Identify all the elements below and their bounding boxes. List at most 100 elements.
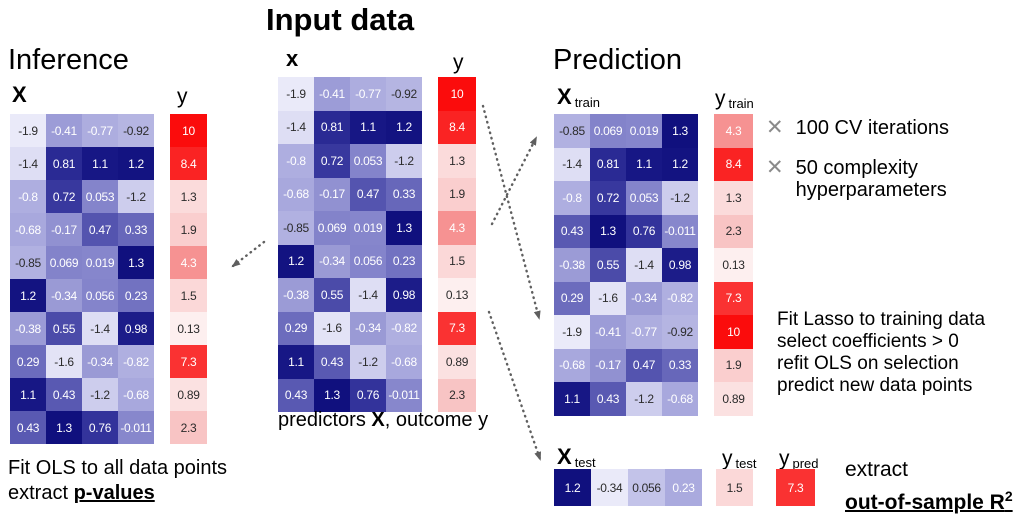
matrix-cell: 0.056 — [82, 279, 118, 312]
matrix-cell: 1.3 — [170, 180, 207, 213]
matrix-cell: 0.056 — [628, 469, 665, 506]
matrix-cell: 0.13 — [438, 278, 476, 312]
matrix-cell: -0.011 — [118, 411, 154, 444]
matrix-cell: 0.47 — [82, 213, 118, 246]
input-caption-bold-x: X — [371, 409, 385, 431]
matrix-cell: -0.68 — [118, 378, 154, 411]
input-caption-suffix: , outcome y — [384, 409, 489, 431]
matrix-cell: -1.9 — [554, 315, 590, 349]
matrix-cell: -0.17 — [590, 348, 626, 382]
matrix-cell: -0.92 — [118, 114, 154, 147]
matrix-cell: -0.41 — [590, 315, 626, 349]
matrix-cell: -0.68 — [278, 177, 314, 211]
matrix-cell: 0.43 — [46, 378, 82, 411]
matrix-cell: -1.2 — [118, 180, 154, 213]
input-x-label: x — [286, 46, 299, 71]
matrix-cell: -1.4 — [278, 110, 314, 144]
matrix-cell: 10 — [438, 77, 476, 111]
matrix-cell: 0.81 — [314, 110, 350, 144]
matrix-cell: -1.2 — [350, 345, 386, 379]
matrix-cell: 0.23 — [665, 469, 702, 506]
matrix-cell: 10 — [170, 114, 207, 147]
matrix-cell: 0.29 — [278, 311, 314, 345]
matrix-cell: 7.3 — [714, 281, 753, 315]
prediction-heading: Prediction — [553, 44, 682, 76]
matrix-cell: 1.3 — [662, 114, 698, 148]
matrix-cell: 0.89 — [438, 345, 476, 379]
matrix-cell: 0.29 — [554, 281, 590, 315]
matrix-cell: -1.2 — [82, 378, 118, 411]
matrix-cell: 1.1 — [10, 378, 46, 411]
x-train-base: X — [557, 84, 572, 109]
y-pred-subscript: pred — [792, 456, 819, 471]
inference-x-matrix: -1.9 -0.41 -0.77 -0.92 -1.4 0.81 1.1 1.2 -0.8 0.7… — [10, 114, 154, 444]
inference-x-label: X — [12, 82, 27, 107]
matrix-cell: -0.77 — [82, 114, 118, 147]
matrix-cell: -0.34 — [82, 345, 118, 378]
matrix-cell: 1.2 — [554, 469, 591, 506]
x-train-matrix: -0.85 0.069 0.019 1.3 -1.4 0.81 1.1 1.2 -0.8 0.72… — [554, 114, 698, 416]
extract-r2-text: extract out-of-sample R2 — [845, 457, 1013, 516]
matrix-cell: 2.3 — [438, 378, 476, 412]
matrix-cell: 0.81 — [590, 147, 626, 181]
inference-caption-line1: Fit OLS to all data points — [8, 457, 228, 479]
matrix-cell: -1.4 — [82, 312, 118, 345]
matrix-cell: 0.76 — [82, 411, 118, 444]
matrix-cell: -0.85 — [554, 114, 590, 148]
arrow-input-to-test — [487, 310, 542, 461]
y-test-label: y test — [722, 448, 757, 471]
matrix-cell: 0.55 — [314, 278, 350, 312]
matrix-cell: -1.2 — [662, 181, 698, 215]
input-caption-prefix: predictors — [278, 409, 372, 431]
matrix-cell: 1.9 — [438, 177, 476, 211]
inference-heading: Inference — [8, 44, 129, 76]
y-test-subscript: test — [735, 456, 757, 471]
inference-y-label: y — [177, 85, 188, 108]
matrix-cell: 1.2 — [10, 279, 46, 312]
input-y-column: 10 8.4 1.3 1.9 4.3 1.5 0.13 7.3 0.89 2.3 — [438, 77, 476, 412]
matrix-cell: -1.4 — [10, 147, 46, 180]
p-values-emphasis: p-values — [73, 482, 155, 504]
matrix-cell: 1.2 — [386, 110, 422, 144]
matrix-cell: 0.98 — [118, 312, 154, 345]
matrix-cell: 0.019 — [82, 246, 118, 279]
cv-iterations-text: 100 CV iterations — [795, 117, 950, 139]
matrix-cell: -0.85 — [278, 211, 314, 245]
matrix-cell: 2.3 — [714, 214, 753, 248]
matrix-cell: 8.4 — [438, 110, 476, 144]
matrix-cell: 0.43 — [590, 382, 626, 416]
multiply-cross-icon: ✕ — [766, 156, 784, 179]
matrix-cell: -1.6 — [46, 345, 82, 378]
x-test-subscript: test — [574, 455, 596, 470]
matrix-cell: -0.34 — [350, 311, 386, 345]
matrix-cell: -0.68 — [386, 345, 422, 379]
matrix-cell: 0.98 — [386, 278, 422, 312]
matrix-cell: 0.019 — [350, 211, 386, 245]
multiply-cross-icon: ✕ — [766, 116, 784, 139]
matrix-cell: 0.72 — [314, 144, 350, 178]
matrix-cell: -0.8 — [10, 180, 46, 213]
lasso-line3: refit OLS on selection — [777, 353, 959, 374]
complexity-annotation: ✕ 50 complexity hyperparameters — [766, 156, 947, 202]
matrix-cell: 0.47 — [626, 348, 662, 382]
matrix-cell: -1.4 — [350, 278, 386, 312]
input-x-matrix: -1.9 -0.41 -0.77 -0.92 -1.4 0.81 1.1 1.2 -0.8 0.7… — [278, 77, 422, 412]
matrix-cell: 7.3 — [776, 469, 815, 506]
matrix-cell: 1.2 — [278, 244, 314, 278]
matrix-cell: 1.3 — [386, 211, 422, 245]
complexity-line1: 50 complexity — [795, 157, 918, 179]
matrix-cell: -0.85 — [10, 246, 46, 279]
matrix-cell: -0.011 — [662, 214, 698, 248]
matrix-cell: 7.3 — [170, 345, 207, 378]
matrix-cell: 1.5 — [170, 279, 207, 312]
matrix-cell: -1.6 — [590, 281, 626, 315]
input-y-label: y — [453, 51, 464, 74]
matrix-cell: 1.3 — [118, 246, 154, 279]
matrix-cell: 0.019 — [626, 114, 662, 148]
lasso-line2: select coefficients > 0 — [777, 331, 959, 352]
matrix-cell: 0.72 — [46, 180, 82, 213]
matrix-cell: -0.8 — [278, 144, 314, 178]
x-train-subscript: train — [574, 95, 600, 110]
